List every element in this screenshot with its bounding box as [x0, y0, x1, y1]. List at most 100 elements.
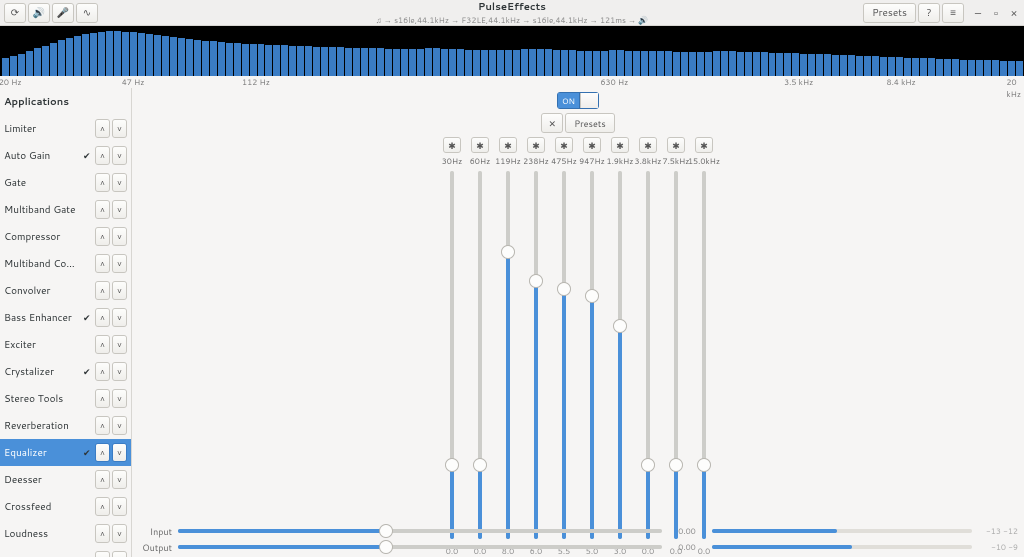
slider-thumb[interactable]	[379, 524, 393, 538]
mic-icon[interactable]: 🎤	[52, 3, 74, 23]
move-up-button[interactable]: ˄	[95, 254, 110, 273]
speaker-icon[interactable]: 🔊	[28, 3, 50, 23]
move-up-button[interactable]: ˄	[95, 308, 110, 327]
move-down-button[interactable]: ˅	[112, 362, 127, 381]
move-up-button[interactable]: ˄	[95, 416, 110, 435]
input-gain-slider[interactable]	[178, 529, 662, 533]
move-up-button[interactable]: ˄	[95, 200, 110, 219]
move-down-button[interactable]: ˅	[112, 551, 127, 557]
slider-thumb[interactable]	[473, 458, 487, 472]
band-settings-icon[interactable]: ✱	[583, 137, 601, 153]
sidebar-item[interactable]: Crossfeed˄˅	[0, 493, 131, 520]
band-settings-icon[interactable]: ✱	[471, 137, 489, 153]
move-down-button[interactable]: ˅	[112, 308, 127, 327]
band-slider[interactable]	[506, 171, 510, 539]
sidebar-item[interactable]: Maximizer˄˅	[0, 547, 131, 557]
sidebar-item[interactable]: Gate˄˅	[0, 169, 131, 196]
close-button[interactable]: ×	[1008, 5, 1020, 21]
move-up-button[interactable]: ˄	[95, 524, 110, 543]
sidebar-item[interactable]: Loudness˄˅	[0, 520, 131, 547]
band-slider[interactable]	[478, 171, 482, 539]
sidebar-item[interactable]: Exciter˄˅	[0, 331, 131, 358]
band-slider[interactable]	[534, 171, 538, 539]
eq-settings-icon[interactable]: ✕	[541, 113, 563, 133]
eq-presets-button[interactable]: Presets	[565, 113, 614, 133]
slider-thumb[interactable]	[613, 319, 627, 333]
band-slider[interactable]	[618, 171, 622, 539]
output-gain-slider[interactable]	[178, 545, 662, 549]
move-down-button[interactable]: ˅	[112, 497, 127, 516]
band-slider[interactable]	[646, 171, 650, 539]
move-up-button[interactable]: ˄	[95, 146, 110, 165]
refresh-icon[interactable]: ⟳	[4, 3, 26, 23]
band-settings-icon[interactable]: ✱	[611, 137, 629, 153]
sidebar-item[interactable]: Multiband Gate˄˅	[0, 196, 131, 223]
sidebar-item[interactable]: Deesser˄˅	[0, 466, 131, 493]
move-up-button[interactable]: ˄	[95, 173, 110, 192]
slider-thumb[interactable]	[501, 245, 515, 259]
slider-thumb[interactable]	[529, 274, 543, 288]
band-settings-icon[interactable]: ✱	[667, 137, 685, 153]
minimize-button[interactable]: –	[972, 5, 984, 21]
presets-button[interactable]: Presets	[863, 3, 916, 23]
slider-thumb[interactable]	[641, 458, 655, 472]
band-slider[interactable]	[562, 171, 566, 539]
move-down-button[interactable]: ˅	[112, 443, 127, 462]
tuning-icon[interactable]: ∿	[76, 3, 98, 23]
band-settings-icon[interactable]: ✱	[443, 137, 461, 153]
spectrum-bar	[90, 33, 97, 76]
move-up-button[interactable]: ˄	[95, 470, 110, 489]
band-settings-icon[interactable]: ✱	[555, 137, 573, 153]
sidebar-item[interactable]: Compressor˄˅	[0, 223, 131, 250]
band-slider[interactable]	[450, 171, 454, 539]
slider-thumb[interactable]	[585, 289, 599, 303]
band-settings-icon[interactable]: ✱	[639, 137, 657, 153]
band-slider[interactable]	[702, 171, 706, 539]
sidebar-item[interactable]: Stereo Tools˄˅	[0, 385, 131, 412]
slider-thumb[interactable]	[697, 458, 711, 472]
move-down-button[interactable]: ˅	[112, 470, 127, 489]
help-icon[interactable]: ?	[918, 3, 940, 23]
move-down-button[interactable]: ˅	[112, 119, 127, 138]
eq-on-switch[interactable]: ON	[557, 92, 599, 109]
move-up-button[interactable]: ˄	[95, 389, 110, 408]
band-slider[interactable]	[590, 171, 594, 539]
move-down-button[interactable]: ˅	[112, 173, 127, 192]
move-up-button[interactable]: ˄	[95, 281, 110, 300]
band-slider[interactable]	[674, 171, 678, 539]
sidebar-item[interactable]: Crystalizer✔˄˅	[0, 358, 131, 385]
sidebar-header[interactable]: Applications	[0, 88, 131, 115]
move-up-button[interactable]: ˄	[95, 551, 110, 557]
move-down-button[interactable]: ˅	[112, 146, 127, 165]
move-down-button[interactable]: ˅	[112, 227, 127, 246]
move-down-button[interactable]: ˅	[112, 416, 127, 435]
band-settings-icon[interactable]: ✱	[695, 137, 713, 153]
move-up-button[interactable]: ˄	[95, 335, 110, 354]
move-up-button[interactable]: ˄	[95, 443, 110, 462]
slider-thumb[interactable]	[445, 458, 459, 472]
sidebar-item[interactable]: Reverberation˄˅	[0, 412, 131, 439]
move-down-button[interactable]: ˅	[112, 254, 127, 273]
sidebar-item[interactable]: Multiband Compressor˄˅	[0, 250, 131, 277]
maximize-button[interactable]: ▫	[990, 5, 1002, 21]
sidebar-item[interactable]: Limiter˄˅	[0, 115, 131, 142]
move-down-button[interactable]: ˅	[112, 200, 127, 219]
move-up-button[interactable]: ˄	[95, 227, 110, 246]
move-down-button[interactable]: ˅	[112, 335, 127, 354]
move-up-button[interactable]: ˄	[95, 119, 110, 138]
move-up-button[interactable]: ˄	[95, 497, 110, 516]
move-up-button[interactable]: ˄	[95, 362, 110, 381]
move-down-button[interactable]: ˅	[112, 281, 127, 300]
slider-thumb[interactable]	[379, 540, 393, 554]
band-settings-icon[interactable]: ✱	[527, 137, 545, 153]
sidebar-item[interactable]: Auto Gain✔˄˅	[0, 142, 131, 169]
band-settings-icon[interactable]: ✱	[499, 137, 517, 153]
sidebar-item[interactable]: Convolver˄˅	[0, 277, 131, 304]
move-down-button[interactable]: ˅	[112, 524, 127, 543]
sidebar-item[interactable]: Equalizer✔˄˅	[0, 439, 131, 466]
menu-icon[interactable]: ≡	[942, 3, 964, 23]
slider-thumb[interactable]	[669, 458, 683, 472]
slider-thumb[interactable]	[557, 282, 571, 296]
move-down-button[interactable]: ˅	[112, 389, 127, 408]
sidebar-item[interactable]: Bass Enhancer✔˄˅	[0, 304, 131, 331]
